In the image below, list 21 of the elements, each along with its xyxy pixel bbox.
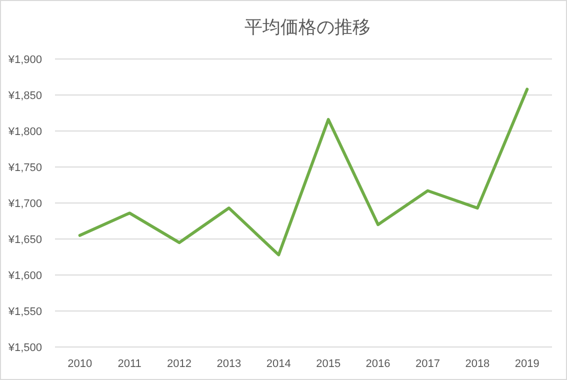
line-series <box>78 88 529 256</box>
y-tick-label: ¥1,900 <box>7 54 42 66</box>
y-tick-label: ¥1,700 <box>7 198 42 210</box>
y-tick-label: ¥1,550 <box>7 306 42 318</box>
x-tick-label: 2012 <box>167 358 192 370</box>
x-tick-label: 2010 <box>68 358 92 370</box>
y-tick-label: ¥1,500 <box>7 342 42 354</box>
x-tick-label: 2017 <box>416 358 440 370</box>
x-tick-label: 2016 <box>366 358 390 370</box>
y-tick-label: ¥1,850 <box>7 90 42 102</box>
y-tick-label: ¥1,600 <box>7 270 42 282</box>
chart-title: 平均価格の推移 <box>244 17 370 37</box>
y-tick-label: ¥1,750 <box>7 162 42 174</box>
x-tick-label: 2018 <box>465 358 490 370</box>
y-tick-label: ¥1,800 <box>7 126 42 138</box>
y-tick-label: ¥1,650 <box>7 234 42 246</box>
x-tick-label: 2011 <box>118 358 142 370</box>
x-tick-label: 2013 <box>216 358 242 370</box>
x-tick-label: 2014 <box>266 358 291 370</box>
x-tick-label: 2019 <box>514 358 540 370</box>
x-tick-label: 2015 <box>316 358 341 370</box>
